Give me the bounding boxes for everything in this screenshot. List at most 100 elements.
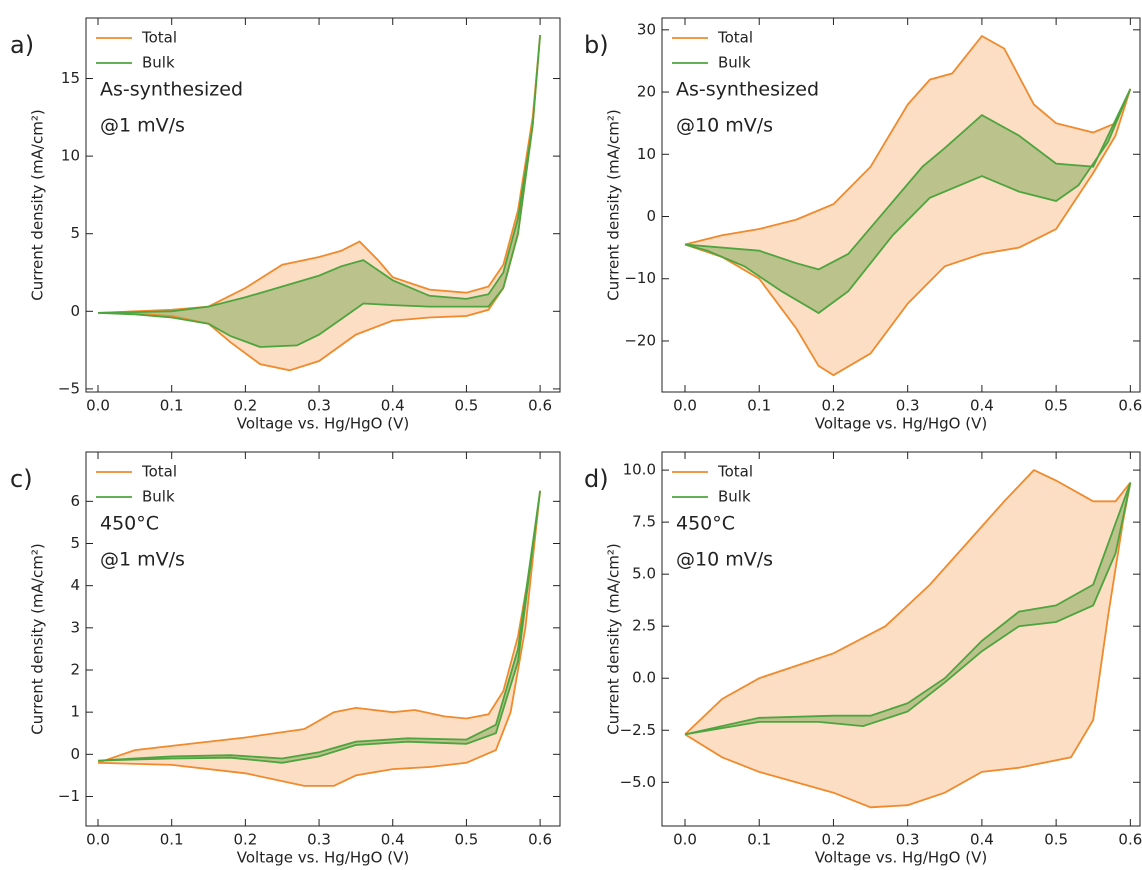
plot-area bbox=[684, 469, 1132, 809]
x-tick-label: 0.5 bbox=[454, 397, 478, 415]
legend-label: Bulk bbox=[718, 488, 751, 506]
y-axis-label: Current density (mA/cm²) bbox=[605, 543, 623, 734]
panel: 0.0 0.1 0.2 0.3 0.4 0.5 0.6 −1 0 1 2 3 4 5 6 Voltage vs… bbox=[10, 451, 561, 867]
y-tick-label: 5 bbox=[70, 534, 80, 552]
y-tick-label: 4 bbox=[70, 576, 80, 594]
y-axis-label: Current density (mA/cm²) bbox=[29, 109, 47, 300]
y-tick-label: 1 bbox=[70, 703, 80, 721]
area-fill bbox=[685, 470, 1131, 808]
x-tick-label: 0.0 bbox=[673, 397, 697, 415]
y-tick-label: 6 bbox=[70, 492, 80, 510]
x-tick-label: 0.1 bbox=[747, 397, 771, 415]
y-tick-label: −5.0 bbox=[620, 773, 656, 791]
x-tick-label: 0.2 bbox=[233, 831, 257, 849]
x-tick-label: 0.6 bbox=[1118, 397, 1142, 415]
x-tick-label: 0.4 bbox=[970, 397, 994, 415]
y-tick-label: −2.5 bbox=[620, 721, 656, 739]
x-tick-label: 0.2 bbox=[822, 397, 846, 415]
y-tick-label: 7.5 bbox=[632, 513, 656, 531]
series-line bbox=[97, 35, 541, 348]
y-tick-label: 5 bbox=[70, 224, 80, 242]
annotation: @10 mV/s bbox=[676, 115, 773, 137]
y-tick-label: 15 bbox=[61, 69, 80, 87]
axes-frame bbox=[661, 451, 1141, 827]
y-tick-label: −5 bbox=[58, 379, 80, 397]
x-tick-label: 0.3 bbox=[307, 397, 331, 415]
plot-area bbox=[684, 34, 1132, 377]
annotation: As-synthesized bbox=[676, 79, 819, 101]
x-tick-label: 0.6 bbox=[1118, 831, 1142, 849]
legend-label: Total bbox=[141, 463, 177, 481]
legend-label: Bulk bbox=[718, 54, 751, 72]
area-fill bbox=[98, 35, 541, 347]
annotation: As-synthesized bbox=[100, 79, 243, 101]
legend-label: Total bbox=[717, 463, 753, 481]
y-tick-label: 10 bbox=[637, 145, 656, 163]
x-tick-label: 0.0 bbox=[86, 831, 110, 849]
x-axis-label: Voltage vs. Hg/HgO (V) bbox=[237, 415, 409, 433]
legend-label: Total bbox=[717, 29, 753, 47]
annotation: @1 mV/s bbox=[100, 549, 185, 571]
y-tick-label: −20 bbox=[624, 331, 656, 349]
x-tick-label: 0.4 bbox=[381, 397, 405, 415]
area-fill bbox=[98, 490, 541, 786]
legend-label: Bulk bbox=[142, 488, 175, 506]
x-tick-label: 0.5 bbox=[454, 831, 478, 849]
x-axis-label: Voltage vs. Hg/HgO (V) bbox=[815, 849, 987, 867]
legend-label: Total bbox=[141, 29, 177, 47]
y-tick-label: 0 bbox=[70, 302, 80, 320]
axes-frame bbox=[85, 451, 561, 827]
panel: 0.0 0.1 0.2 0.3 0.4 0.5 0.6 −5.0 −2.5 0.0 2.5 5.0 7.… bbox=[584, 451, 1142, 867]
series-line bbox=[97, 490, 541, 764]
x-axis-label: Voltage vs. Hg/HgO (V) bbox=[815, 415, 987, 433]
y-tick-label: 10 bbox=[61, 147, 80, 165]
x-tick-label: 0.5 bbox=[1044, 831, 1068, 849]
y-tick-label: 0 bbox=[646, 207, 656, 225]
x-tick-label: 0.3 bbox=[896, 397, 920, 415]
x-tick-label: 0.4 bbox=[381, 831, 405, 849]
x-tick-label: 0.5 bbox=[1044, 397, 1068, 415]
y-axis-label: Current density (mA/cm²) bbox=[605, 109, 623, 300]
series-line bbox=[684, 482, 1132, 736]
axes-frame bbox=[661, 17, 1141, 393]
x-axis-label: Voltage vs. Hg/HgO (V) bbox=[237, 849, 409, 867]
y-tick-label: 3 bbox=[70, 618, 80, 636]
x-tick-label: 0.2 bbox=[233, 397, 257, 415]
y-tick-label: 20 bbox=[637, 83, 656, 101]
y-tick-label: −1 bbox=[58, 787, 80, 805]
y-tick-label: −10 bbox=[624, 269, 656, 287]
panel-label: a) bbox=[10, 31, 34, 59]
annotation: 450°C bbox=[676, 513, 735, 535]
y-tick-label: 2 bbox=[70, 660, 80, 678]
y-tick-label: 5.0 bbox=[632, 565, 656, 583]
panel-label: b) bbox=[584, 31, 609, 59]
x-tick-label: 0.1 bbox=[747, 831, 771, 849]
plot-area bbox=[97, 490, 541, 787]
panel: 0.0 0.1 0.2 0.3 0.4 0.5 0.6 −5 0 5 10 15 Voltage vs.… bbox=[10, 17, 561, 433]
y-tick-label: 2.5 bbox=[632, 617, 656, 635]
x-tick-label: 0.2 bbox=[822, 831, 846, 849]
area-fill bbox=[685, 88, 1131, 314]
plot-area bbox=[97, 35, 541, 372]
panel-label: c) bbox=[10, 465, 33, 493]
x-tick-label: 0.1 bbox=[160, 831, 184, 849]
x-tick-label: 0.3 bbox=[896, 831, 920, 849]
panel: 0.0 0.1 0.2 0.3 0.4 0.5 0.6 −20 −10 0 10 20 30 Voltag… bbox=[584, 17, 1142, 433]
axes-frame bbox=[85, 17, 561, 393]
y-tick-label: 10.0 bbox=[623, 461, 656, 479]
y-tick-label: 0.0 bbox=[632, 669, 656, 687]
legend-label: Bulk bbox=[142, 54, 175, 72]
x-tick-label: 0.0 bbox=[673, 831, 697, 849]
annotation: 450°C bbox=[100, 513, 159, 535]
x-tick-label: 0.6 bbox=[528, 397, 552, 415]
x-tick-label: 0.4 bbox=[970, 831, 994, 849]
annotation: @10 mV/s bbox=[676, 549, 773, 571]
y-tick-label: 30 bbox=[637, 20, 656, 38]
y-tick-label: 0 bbox=[70, 745, 80, 763]
x-tick-label: 0.0 bbox=[86, 397, 110, 415]
x-tick-label: 0.3 bbox=[307, 831, 331, 849]
y-axis-label: Current density (mA/cm²) bbox=[29, 543, 47, 734]
panel-label: d) bbox=[584, 465, 609, 493]
annotation: @1 mV/s bbox=[100, 115, 185, 137]
